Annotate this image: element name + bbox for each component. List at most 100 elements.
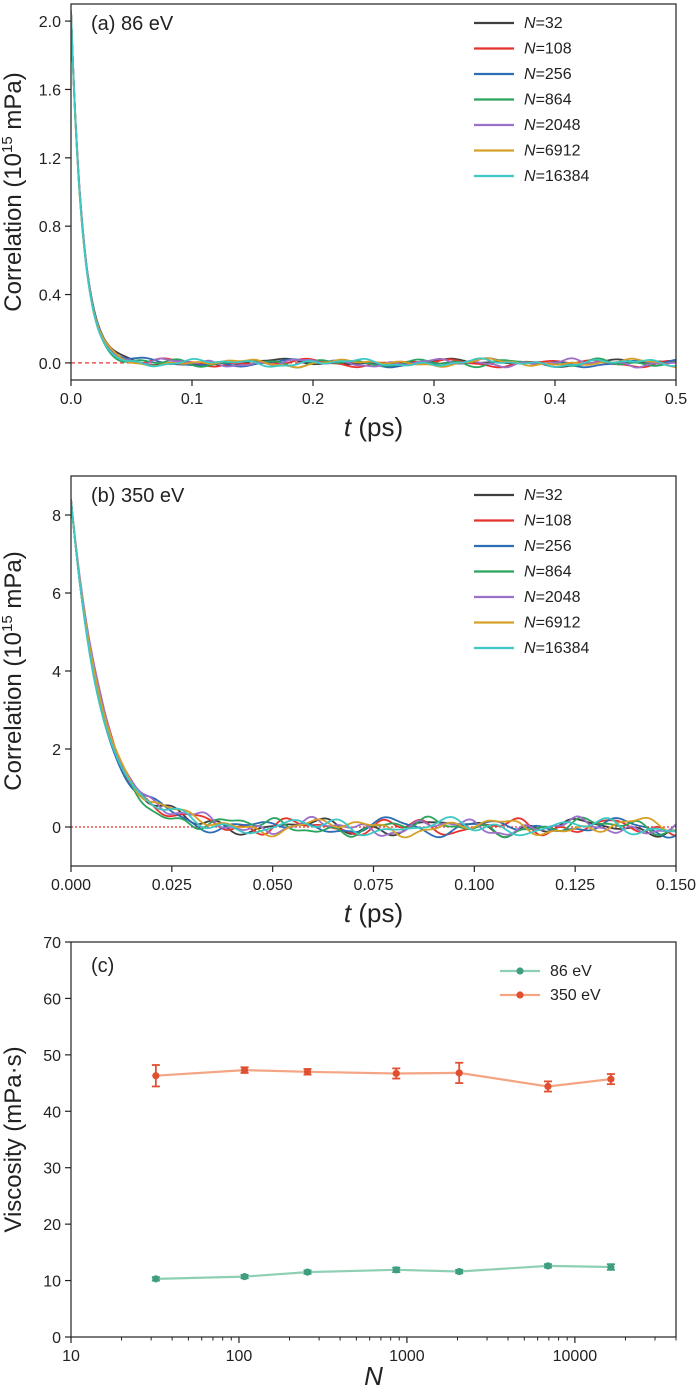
x-tick-label: 0.025 <box>152 877 192 894</box>
data-point <box>303 1068 312 1076</box>
plot-frame <box>70 3 677 381</box>
legend-label: N=256 <box>524 66 572 83</box>
y-tick-label: 2.0 <box>39 14 61 31</box>
data-point <box>152 1072 160 1080</box>
legend-label: N=864 <box>524 564 572 581</box>
series-line <box>155 1068 612 1088</box>
panel-label: (c) <box>91 955 114 977</box>
y-tick-label: 2 <box>52 742 61 759</box>
series-line <box>155 1264 611 1280</box>
y-tick-label: 1.6 <box>39 82 61 99</box>
legend-marker <box>516 967 524 975</box>
series-line-N=256 <box>71 499 676 839</box>
x-tick-label: 0.075 <box>353 877 393 894</box>
data-point <box>544 1082 552 1091</box>
y-tick-label: 0 <box>52 1330 61 1347</box>
data-point <box>240 1066 249 1074</box>
legend-label: N=32 <box>524 487 563 504</box>
legend: N=32 N=108 N=256 N=864 N=2048 N=6912 N=16384 <box>474 487 590 657</box>
series-line-N=16384 <box>71 499 676 837</box>
data-point <box>152 1275 160 1283</box>
curves <box>71 499 676 839</box>
legend-label: N=6912 <box>524 143 581 160</box>
series-line-N=16384 <box>71 10 676 368</box>
legend-label: N=108 <box>524 513 572 530</box>
series-350 eV <box>151 1061 615 1093</box>
series-line-N=6912 <box>71 10 676 369</box>
legend-label: N=32 <box>524 15 563 32</box>
y-tick-label: 30 <box>43 1161 61 1178</box>
x-tick-label: 0.5 <box>665 391 687 408</box>
y-tick-label: 0 <box>52 820 61 837</box>
y-tick-label: 70 <box>43 935 61 952</box>
data-point <box>392 1266 400 1274</box>
legend-label: N=108 <box>524 41 572 58</box>
data-point <box>607 1075 615 1083</box>
y-tick-label: 20 <box>43 1217 61 1234</box>
series-line-N=256 <box>71 10 676 369</box>
panel-c: 10 100 1000 10000010203040506070NViscosity … <box>0 935 677 1385</box>
y-tick-label: 0.8 <box>39 219 61 236</box>
y-axis-label: Correlation (1015 mPa) <box>0 72 27 311</box>
series-line-N=2048 <box>71 10 676 369</box>
y-tick-label: 60 <box>43 991 61 1008</box>
series-line-N=32 <box>71 499 676 838</box>
x-tick-label: 0.050 <box>253 877 293 894</box>
panel-b: 0.000 0.025 0.050 0.075 0.100 0.125 0.150 0 2 4 6 8… <box>0 475 696 928</box>
legend-label: N=2048 <box>524 117 581 134</box>
y-tick-label: 1.2 <box>39 151 61 168</box>
data-point <box>455 1069 463 1077</box>
x-tick-label: 1000 <box>389 1348 425 1365</box>
plot-frame <box>70 941 677 1338</box>
data-point <box>303 1268 312 1276</box>
x-tick-label: 0.1 <box>181 391 203 408</box>
y-tick-label: 40 <box>43 1104 61 1121</box>
x-tick-label: 0.100 <box>454 877 494 894</box>
plot-frame <box>70 475 677 867</box>
legend-label: N=6912 <box>524 615 581 632</box>
series-line-N=864 <box>71 10 676 369</box>
series-line-N=108 <box>71 499 676 837</box>
legend-label: 350 eV <box>550 987 601 1004</box>
y-axis-label: Correlation (1015 mPa) <box>0 551 27 790</box>
legend-label: N=16384 <box>524 640 590 657</box>
y-tick-label: 0.4 <box>39 288 61 305</box>
data-point <box>455 1267 463 1276</box>
series-line-N=864 <box>71 499 676 839</box>
legend-label: N=16384 <box>524 168 590 185</box>
legend: N=32 N=108 N=256 N=864 N=2048 N=6912 N=16384 <box>474 15 590 185</box>
x-tick-label: 10 <box>62 1348 80 1365</box>
y-tick-label: 4 <box>52 664 61 681</box>
series-line-N=6912 <box>71 499 676 839</box>
x-tick-label: 0.150 <box>656 877 696 894</box>
x-tick-label: 0.125 <box>555 877 595 894</box>
x-axis-label: N <box>364 1361 383 1385</box>
x-tick-label: 0.000 <box>51 877 91 894</box>
curves <box>71 10 676 369</box>
x-axis-label: t (ps) <box>344 412 403 442</box>
series-line-N=32 <box>71 10 676 368</box>
panel-label: (b) 350 eV <box>91 485 185 507</box>
legend-label: N=2048 <box>524 589 581 606</box>
x-tick-label: 0.3 <box>423 391 445 408</box>
x-tick-label: 0.2 <box>302 391 324 408</box>
legend: 86 eV 350 eV <box>500 963 601 1004</box>
data-point <box>240 1273 249 1281</box>
data-point <box>607 1263 615 1271</box>
series-line-N=108 <box>71 10 676 369</box>
x-axis-label: t (ps) <box>344 898 403 928</box>
panel-a: 0.0 0.1 0.2 0.3 0.4 0.5 0.0 0.4 0.8 1.2 1.6 2.0 t (p… <box>0 3 687 442</box>
panel-label: (a) 86 eV <box>91 13 174 35</box>
x-tick-label: 100 <box>226 1348 253 1365</box>
data-point <box>392 1069 400 1078</box>
legend-label: N=864 <box>524 92 572 109</box>
y-tick-label: 0.0 <box>39 356 61 373</box>
legend-marker <box>516 991 524 999</box>
legend-label: 86 eV <box>550 963 592 980</box>
data-point <box>544 1262 552 1270</box>
y-tick-label: 50 <box>43 1048 61 1065</box>
x-tick-label: 10000 <box>553 1348 598 1365</box>
series-line-N=2048 <box>71 499 676 837</box>
y-tick-label: 6 <box>52 586 61 603</box>
